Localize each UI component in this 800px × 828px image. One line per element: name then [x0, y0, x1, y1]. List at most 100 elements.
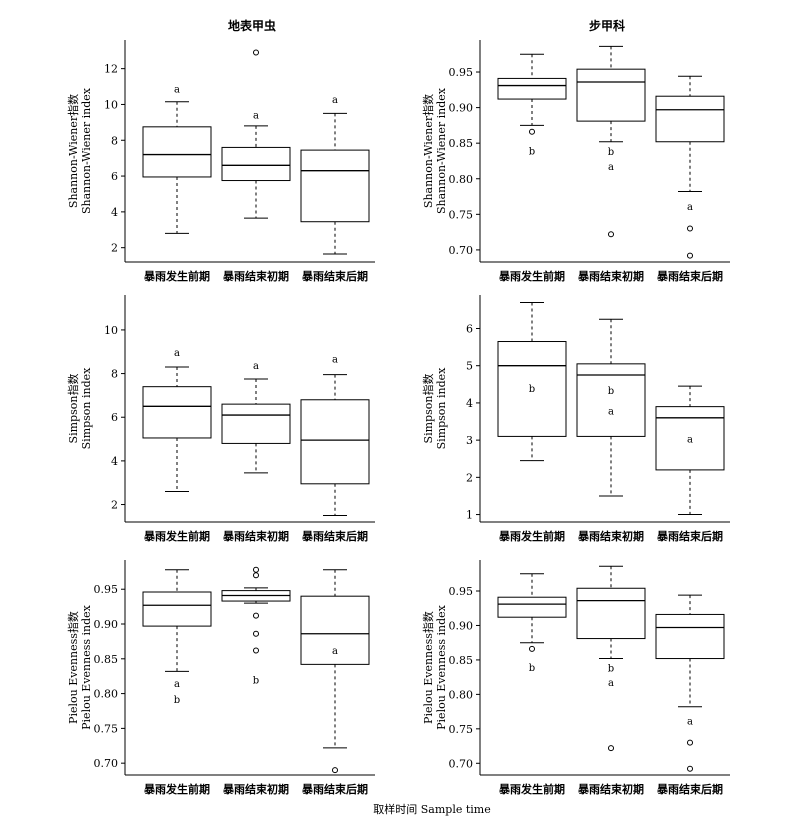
category-label: 暴雨结束后期 [656, 269, 723, 283]
y-tick-label: 0.85 [94, 653, 119, 666]
y-axis-label: Shannon-Wiener指数Shannon-Wiener index [66, 87, 93, 214]
y-axis-label: Simpson指数Simpson index [66, 367, 93, 450]
y-tick-label: 0.75 [94, 722, 119, 735]
outlier-point [687, 765, 693, 772]
y-tick-label: 12 [104, 63, 118, 76]
outlier-point [253, 49, 259, 56]
significance-letter: b [529, 384, 535, 395]
significance-letter: a [608, 678, 614, 689]
y-tick-label: 4 [111, 206, 118, 219]
y-tick-label: 0.85 [449, 654, 474, 667]
y-tick-label: 4 [111, 455, 118, 468]
outlier-point [529, 645, 535, 652]
column-title-right: 步甲科 [589, 18, 625, 33]
y-tick-label: 0.80 [449, 688, 474, 701]
outlier-point [253, 612, 259, 619]
y-tick-label: 0.75 [449, 723, 474, 736]
box-iqr [300, 399, 370, 485]
box-1: b 暴雨发生前期 [497, 573, 567, 796]
box-1: a 暴雨发生前期 [142, 84, 212, 283]
y-tick-label: 4 [466, 397, 473, 410]
significance-letter: b [608, 147, 614, 158]
significance-letter: a [687, 202, 693, 213]
category-label: 暴雨结束后期 [301, 269, 368, 283]
outlier-point [608, 231, 614, 238]
box-iqr [300, 595, 370, 665]
y-tick-label: 0.70 [449, 244, 474, 257]
box-iqr [221, 403, 291, 444]
box-iqr [142, 591, 212, 627]
box-3: a 暴雨结束后期 [655, 75, 725, 283]
outlier-point [687, 252, 693, 259]
y-tick-label: 0.75 [449, 208, 474, 221]
box-1: ab 暴雨发生前期 [142, 569, 212, 796]
significance-letter: b [253, 676, 259, 687]
y-tick-label: 6 [111, 170, 118, 183]
category-label: 暴雨结束后期 [301, 529, 368, 543]
y-axis-label-line: Shannon-Wiener指数 [66, 94, 80, 208]
category-label: 暴雨发生前期 [498, 269, 565, 283]
category-label: 暴雨发生前期 [143, 782, 210, 796]
significance-letter: b [529, 146, 535, 157]
category-label: 暴雨发生前期 [498, 782, 565, 796]
box-iqr [142, 126, 212, 178]
significance-letter: a [253, 361, 259, 372]
y-tick-label: 8 [111, 368, 118, 381]
outlier-point [332, 767, 338, 774]
category-label: 暴雨发生前期 [498, 529, 565, 543]
y-tick-label: 0.90 [94, 618, 119, 631]
y-tick-label: 0.70 [94, 757, 119, 770]
outlier-point [687, 225, 693, 232]
box-iqr [576, 68, 646, 122]
y-tick-label: 2 [111, 499, 118, 512]
significance-letter: a [608, 406, 614, 417]
chart-panels: 2 4 6 8 10 12 Shannon-Wiener指数Shannon-Wiener i… [66, 40, 730, 796]
category-label: 暴雨结束初期 [222, 782, 289, 796]
box-3: a 暴雨结束后期 [300, 354, 370, 543]
box-1: b 暴雨发生前期 [497, 53, 567, 283]
category-label: 暴雨结束后期 [656, 529, 723, 543]
box-iqr [497, 341, 567, 437]
box-iqr [142, 386, 212, 439]
box-2: ba 暴雨结束初期 [576, 45, 646, 283]
panel-1: 2 4 6 8 10 12 Shannon-Wiener指数Shannon-Wiener i… [66, 40, 375, 283]
y-tick-label: 0.70 [449, 757, 474, 770]
box-1: b 暴雨发生前期 [497, 301, 567, 543]
significance-letter: b [608, 386, 614, 397]
y-tick-label: 5 [466, 360, 473, 373]
significance-letter: a [174, 84, 180, 95]
outlier-point [253, 630, 259, 637]
significance-letter: a [253, 110, 259, 121]
y-tick-label: 0.95 [449, 66, 474, 79]
box-2: ba 暴雨结束初期 [576, 318, 646, 543]
significance-letter: a [687, 717, 693, 728]
category-label: 暴雨结束后期 [301, 782, 368, 796]
category-label: 暴雨结束初期 [577, 782, 644, 796]
significance-letter: a [332, 354, 338, 365]
y-tick-label: 0.85 [449, 137, 474, 150]
box-3: a 暴雨结束后期 [300, 95, 370, 283]
y-tick-label: 0.95 [94, 583, 119, 596]
y-tick-label: 6 [111, 411, 118, 424]
category-label: 暴雨结束初期 [222, 269, 289, 283]
y-axis-label: Pielou Evenness指数Pielou Evenness index [421, 604, 448, 730]
y-tick-label: 6 [466, 322, 473, 335]
box-iqr [497, 77, 567, 100]
box-iqr [655, 613, 725, 660]
y-axis-label-line: Simpson指数 [66, 374, 80, 444]
panel-3: 2 4 6 8 10 Simpson指数Simpson index a 暴雨发生前期 a 暴雨结束… [66, 295, 375, 543]
outlier-point [608, 745, 614, 752]
significance-letter: a [174, 348, 180, 359]
significance-letter: b [608, 664, 614, 675]
box-2: a 暴雨结束初期 [221, 361, 291, 543]
y-tick-label: 10 [104, 98, 118, 111]
outlier-point [253, 572, 259, 579]
box-2: a 暴雨结束初期 [221, 49, 291, 283]
category-label: 暴雨结束初期 [577, 529, 644, 543]
outlier-point [253, 566, 259, 573]
y-axis-label-line: Simpson index [80, 367, 93, 450]
y-axis-label-line: Pielou Evenness index [435, 604, 448, 730]
y-tick-label: 0.80 [449, 173, 474, 186]
